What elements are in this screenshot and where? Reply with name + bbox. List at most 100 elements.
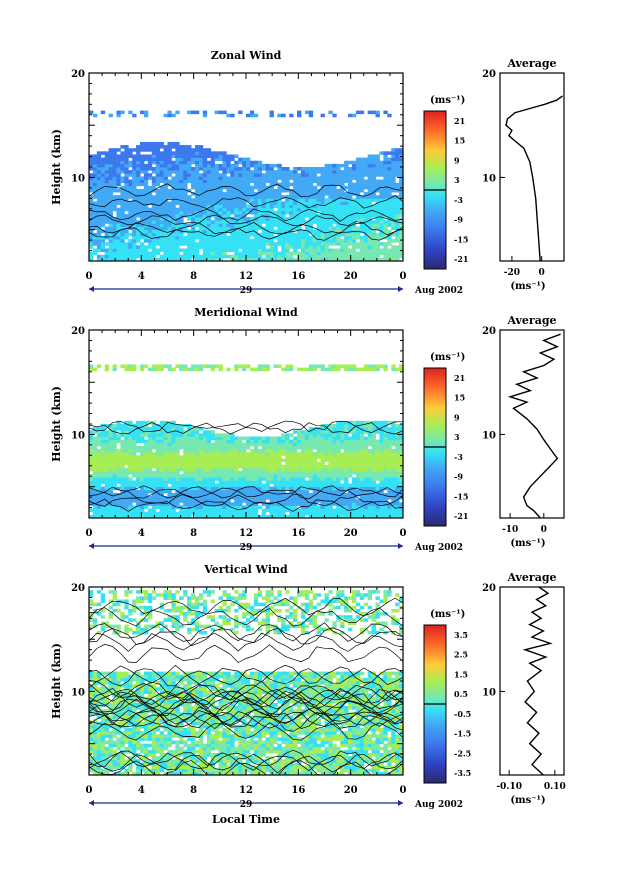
x-tick-label: 16: [291, 271, 305, 282]
colorbar-unit: (ms⁻¹): [430, 95, 465, 106]
colorbar-tick-label: -9: [454, 215, 463, 225]
avg-unit: (ms⁻¹): [510, 281, 545, 292]
avg-x-tick-label: 0.10: [544, 782, 566, 792]
colorbar-tick-label: -3.5: [454, 768, 471, 778]
avg-x-tick-label: -10: [502, 525, 518, 535]
x-tick-label: 0: [86, 785, 93, 796]
average-profile-line: [505, 95, 563, 262]
colorbar-tick-label: 0.5: [454, 689, 468, 699]
avg-x-tick-label: -20: [504, 268, 520, 278]
date-label: 29: [240, 800, 253, 810]
y-tick-label: 10: [71, 430, 85, 441]
panel-0: Zonal Wind 10 20 Height (km) 0 4 8 12 16 20 0 29 Aug…: [50, 49, 565, 296]
x-tick-label: 0: [86, 271, 93, 282]
y-axis-label: Height (km): [50, 643, 63, 719]
average-profile-line: [507, 333, 561, 519]
panel-2: Vertical Wind 10 20 Height (km) 0 4 8 12 16 20 0 29…: [50, 563, 566, 826]
x-tick-label: 12: [239, 271, 253, 282]
contour-lines: [89, 597, 403, 775]
date-arrow: [89, 286, 94, 292]
colorbar-tick-label: 21: [454, 373, 465, 383]
colorbar-tick-label: -21: [454, 511, 468, 521]
date-arrow: [398, 800, 403, 806]
colorbar-tick-label: 21: [454, 116, 465, 126]
colorbar-tick-label: -0.5: [454, 709, 471, 719]
colorbar-tick-label: 15: [454, 136, 465, 146]
date-arrow: [89, 543, 94, 549]
date-label: 29: [240, 286, 253, 296]
avg-y-tick-label: 10: [482, 430, 496, 441]
colorbar-tick-label: 1.5: [454, 669, 468, 679]
avg-unit: (ms⁻¹): [510, 538, 545, 549]
average-frame: [499, 586, 565, 776]
avg-y-tick-label: 10: [482, 687, 496, 698]
y-axis-label: Height (km): [50, 386, 63, 462]
colorbar-tick-label: 15: [454, 393, 465, 403]
colorbar-tick-label: -9: [454, 472, 463, 482]
y-tick-label: 20: [71, 69, 85, 80]
x-tick-label: 0: [86, 528, 93, 539]
wind-field: [89, 590, 403, 775]
date-label: 29: [240, 543, 253, 553]
x-tick-label: 12: [239, 528, 253, 539]
avg-x-tick-label: 0: [539, 268, 545, 278]
colorbar-tick-label: -21: [454, 254, 468, 264]
y-tick-label: 10: [71, 173, 85, 184]
colorbar-tick-label: 9: [454, 412, 460, 422]
x-tick-label: 0: [400, 528, 407, 539]
colorbar-tick-label: 3: [454, 175, 460, 185]
x-tick-label: 4: [138, 528, 145, 539]
panel-title: Vertical Wind: [203, 563, 288, 576]
colorbar-tick-label: -2.5: [454, 748, 471, 758]
avg-unit: (ms⁻¹): [510, 795, 545, 806]
date-arrow: [398, 543, 403, 549]
average-profile-line: [522, 586, 553, 776]
x-tick-label: 8: [190, 785, 197, 796]
x-tick-label: 4: [138, 271, 145, 282]
month-label: Aug 2002: [414, 543, 463, 553]
panel-title: Zonal Wind: [211, 49, 282, 62]
x-tick-label: 20: [344, 528, 358, 539]
y-tick-label: 10: [71, 687, 85, 698]
colorbar-tick-label: -3: [454, 195, 463, 205]
colorbar-tick-label: 2.5: [454, 650, 468, 660]
colorbar-tick-label: 3.5: [454, 630, 468, 640]
average-frame: [499, 329, 565, 519]
colorbar-tick-label: -15: [454, 491, 468, 501]
x-tick-label: 8: [190, 528, 197, 539]
x-tick-label: 4: [138, 785, 145, 796]
average-title: Average: [506, 57, 556, 70]
avg-y-tick-label: 20: [482, 69, 496, 80]
wind-field: [89, 110, 403, 261]
y-axis-label: Height (km): [50, 129, 63, 205]
colorbar-unit: (ms⁻¹): [430, 609, 465, 620]
x-tick-label: 16: [291, 528, 305, 539]
x-tick-label: 8: [190, 271, 197, 282]
average-title: Average: [506, 571, 556, 584]
avg-y-tick-label: 20: [482, 583, 496, 594]
x-tick-label: 12: [239, 785, 253, 796]
x-tick-label: 20: [344, 271, 358, 282]
colorbar-tick-label: 3: [454, 432, 460, 442]
y-tick-label: 20: [71, 326, 85, 337]
x-tick-label: 16: [291, 785, 305, 796]
avg-y-tick-label: 20: [482, 326, 496, 337]
x-tick-label: 0: [400, 785, 407, 796]
contour-lines: [89, 420, 403, 512]
average-frame: [499, 72, 565, 262]
x-tick-label: 20: [344, 785, 358, 796]
x-axis-label: Local Time: [212, 813, 280, 826]
colorbar-tick-label: -3: [454, 452, 463, 462]
average-title: Average: [506, 314, 556, 327]
panel-title: Meridional Wind: [194, 306, 298, 319]
colorbar-tick-label: -1.5: [454, 729, 471, 739]
month-label: Aug 2002: [414, 800, 463, 810]
y-tick-label: 20: [71, 583, 85, 594]
x-tick-label: 0: [400, 271, 407, 282]
month-label: Aug 2002: [414, 286, 463, 296]
avg-x-tick-label: 0: [541, 525, 547, 535]
colorbar-tick-label: 9: [454, 155, 460, 165]
avg-y-tick-label: 10: [482, 173, 496, 184]
colorbar-tick-label: -15: [454, 234, 468, 244]
